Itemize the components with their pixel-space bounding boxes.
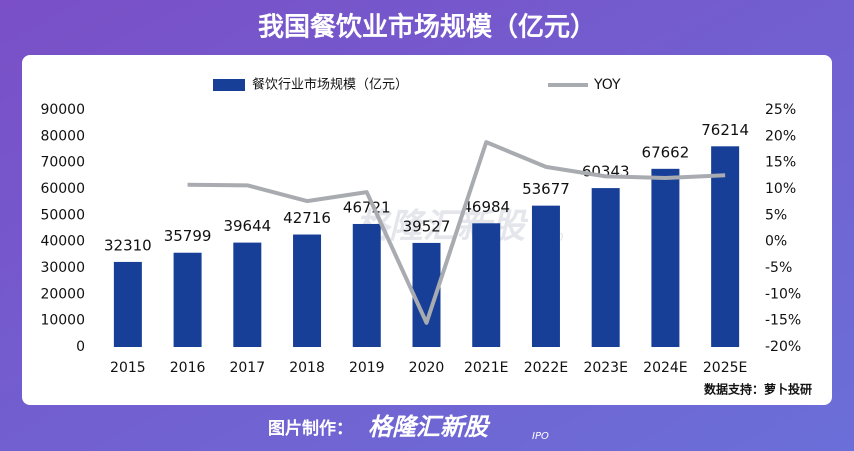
data-label: 42716 bbox=[283, 209, 331, 227]
x-tick-label: 2018 bbox=[289, 360, 325, 376]
legend-label: YOY bbox=[593, 77, 621, 93]
data-label: 35799 bbox=[164, 227, 212, 245]
bar bbox=[173, 252, 202, 347]
y-tick-label: 80000 bbox=[40, 128, 85, 144]
x-tick-label: 2017 bbox=[229, 360, 265, 376]
bar bbox=[233, 242, 262, 347]
y-tick-label: 20000 bbox=[40, 286, 85, 302]
chart-title: 我国餐饮业市场规模（亿元） bbox=[258, 12, 596, 43]
y2-tick-label: -10% bbox=[765, 286, 801, 302]
x-tick-label: 2021E bbox=[464, 360, 508, 376]
line bbox=[187, 140, 726, 325]
data-label: 39644 bbox=[223, 217, 271, 235]
x-tick-label: 2025E bbox=[703, 360, 747, 376]
y2-tick-label: 0% bbox=[765, 234, 787, 250]
y2-tick-label: -15% bbox=[765, 313, 801, 329]
panel bbox=[22, 55, 832, 405]
y-tick-label: 90000 bbox=[40, 102, 85, 118]
footer-brand: 格隆汇新股 bbox=[368, 413, 491, 441]
bar bbox=[651, 168, 680, 347]
y-tick-label: 0 bbox=[76, 339, 85, 355]
x-tick-label: 2020 bbox=[409, 360, 445, 376]
bar bbox=[352, 223, 381, 347]
data-label: 46984 bbox=[462, 198, 510, 216]
y-tick-label: 40000 bbox=[40, 234, 85, 250]
data-label: 76214 bbox=[701, 121, 749, 139]
y2-tick-label: 25% bbox=[765, 102, 796, 118]
bar bbox=[472, 223, 501, 347]
x-tick-label: 2023E bbox=[583, 360, 627, 376]
bar bbox=[531, 205, 560, 347]
source: 数据支持：萝卜投研 bbox=[704, 382, 812, 397]
x-tick-label: 2019 bbox=[349, 360, 385, 376]
y-tick-label: 70000 bbox=[40, 155, 85, 171]
y2-tick-label: 20% bbox=[765, 128, 796, 144]
legend-label: 餐饮行业市场规模（亿元） bbox=[252, 77, 408, 93]
legend-swatch-bar bbox=[213, 79, 245, 91]
data-label: 67662 bbox=[642, 143, 690, 161]
bar bbox=[113, 261, 142, 347]
bar bbox=[293, 234, 322, 347]
bar bbox=[711, 146, 740, 347]
y2-tick-label: 10% bbox=[765, 181, 796, 197]
x-tick-label: 2022E bbox=[524, 360, 568, 376]
x-tick-label: 2015 bbox=[110, 360, 146, 376]
footer-brand-sub: IPO bbox=[532, 431, 549, 442]
y2-tick-label: -5% bbox=[765, 260, 792, 276]
y2-tick-label: 5% bbox=[765, 207, 787, 223]
y-tick-label: 30000 bbox=[40, 260, 85, 276]
x-tick-label: 2016 bbox=[170, 360, 206, 376]
y2-tick-label: 15% bbox=[765, 155, 796, 171]
data-label: 53677 bbox=[522, 180, 570, 198]
data-label: 32310 bbox=[104, 236, 152, 254]
y2-tick-label: -20% bbox=[765, 339, 801, 355]
y-tick-label: 50000 bbox=[40, 207, 85, 223]
data-label: 39527 bbox=[403, 217, 451, 235]
footer-label: 图片制作： bbox=[268, 418, 353, 439]
y-tick-label: 60000 bbox=[40, 181, 85, 197]
y-tick-label: 10000 bbox=[40, 313, 85, 329]
x-tick-label: 2024E bbox=[643, 360, 687, 376]
data-label: 46721 bbox=[343, 198, 391, 216]
bar bbox=[591, 188, 620, 347]
